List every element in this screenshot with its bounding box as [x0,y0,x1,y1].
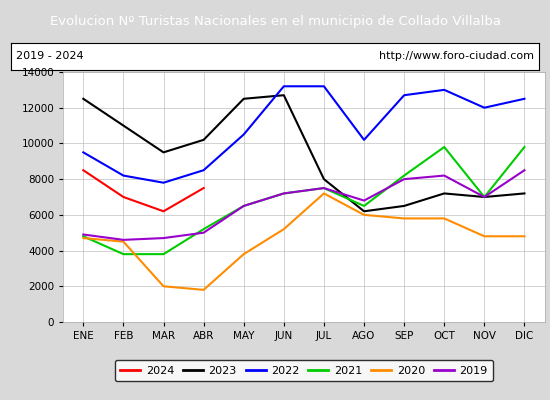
2021 [521,144,528,149]
2020 [521,234,528,239]
2019 [361,198,367,203]
2019 [120,238,127,242]
2021 [240,204,247,208]
2020 [441,216,448,221]
Line: 2024: 2024 [83,170,204,211]
2019 [481,194,488,199]
2020 [481,234,488,239]
2023 [80,96,86,101]
2021 [401,173,408,178]
2019 [401,177,408,182]
2021 [160,252,167,256]
2022 [441,88,448,92]
2024 [120,194,127,199]
2021 [481,194,488,199]
Line: 2019: 2019 [83,170,525,240]
Line: 2022: 2022 [83,86,525,183]
2020 [361,212,367,217]
Text: http://www.foro-ciudad.com: http://www.foro-ciudad.com [379,51,534,61]
2021 [280,191,287,196]
Text: Evolucion Nº Turistas Nacionales en el municipio de Collado Villalba: Evolucion Nº Turistas Nacionales en el m… [50,14,501,28]
2023 [160,150,167,155]
2020 [200,288,207,292]
2021 [361,204,367,208]
2023 [120,123,127,128]
2022 [521,96,528,101]
2022 [120,173,127,178]
2019 [160,236,167,240]
2023 [521,191,528,196]
2019 [240,204,247,208]
2019 [80,232,86,237]
2022 [160,180,167,185]
2022 [481,105,488,110]
2019 [321,186,327,190]
2020 [160,284,167,289]
2022 [280,84,287,89]
2020 [280,227,287,232]
Line: 2021: 2021 [83,147,525,254]
2021 [120,252,127,256]
2021 [80,234,86,239]
Line: 2020: 2020 [83,194,525,290]
2024 [80,168,86,173]
2020 [120,239,127,244]
Legend: 2024, 2023, 2022, 2021, 2020, 2019: 2024, 2023, 2022, 2021, 2020, 2019 [114,360,493,381]
2022 [80,150,86,155]
2023 [361,209,367,214]
2023 [481,194,488,199]
2022 [240,132,247,137]
2022 [321,84,327,89]
2023 [401,204,408,208]
2024 [160,209,167,214]
2021 [321,186,327,190]
2022 [401,93,408,98]
2022 [200,168,207,173]
2020 [401,216,408,221]
2020 [321,191,327,196]
Text: 2019 - 2024: 2019 - 2024 [16,51,84,61]
2019 [200,230,207,235]
2024 [200,186,207,190]
2023 [240,96,247,101]
2019 [441,173,448,178]
2022 [361,138,367,142]
2023 [441,191,448,196]
2021 [441,144,448,149]
2020 [80,236,86,240]
Line: 2023: 2023 [83,95,525,211]
2019 [521,168,528,173]
2023 [200,138,207,142]
2021 [200,227,207,232]
2023 [280,93,287,98]
2023 [321,177,327,182]
2019 [280,191,287,196]
2020 [240,252,247,256]
